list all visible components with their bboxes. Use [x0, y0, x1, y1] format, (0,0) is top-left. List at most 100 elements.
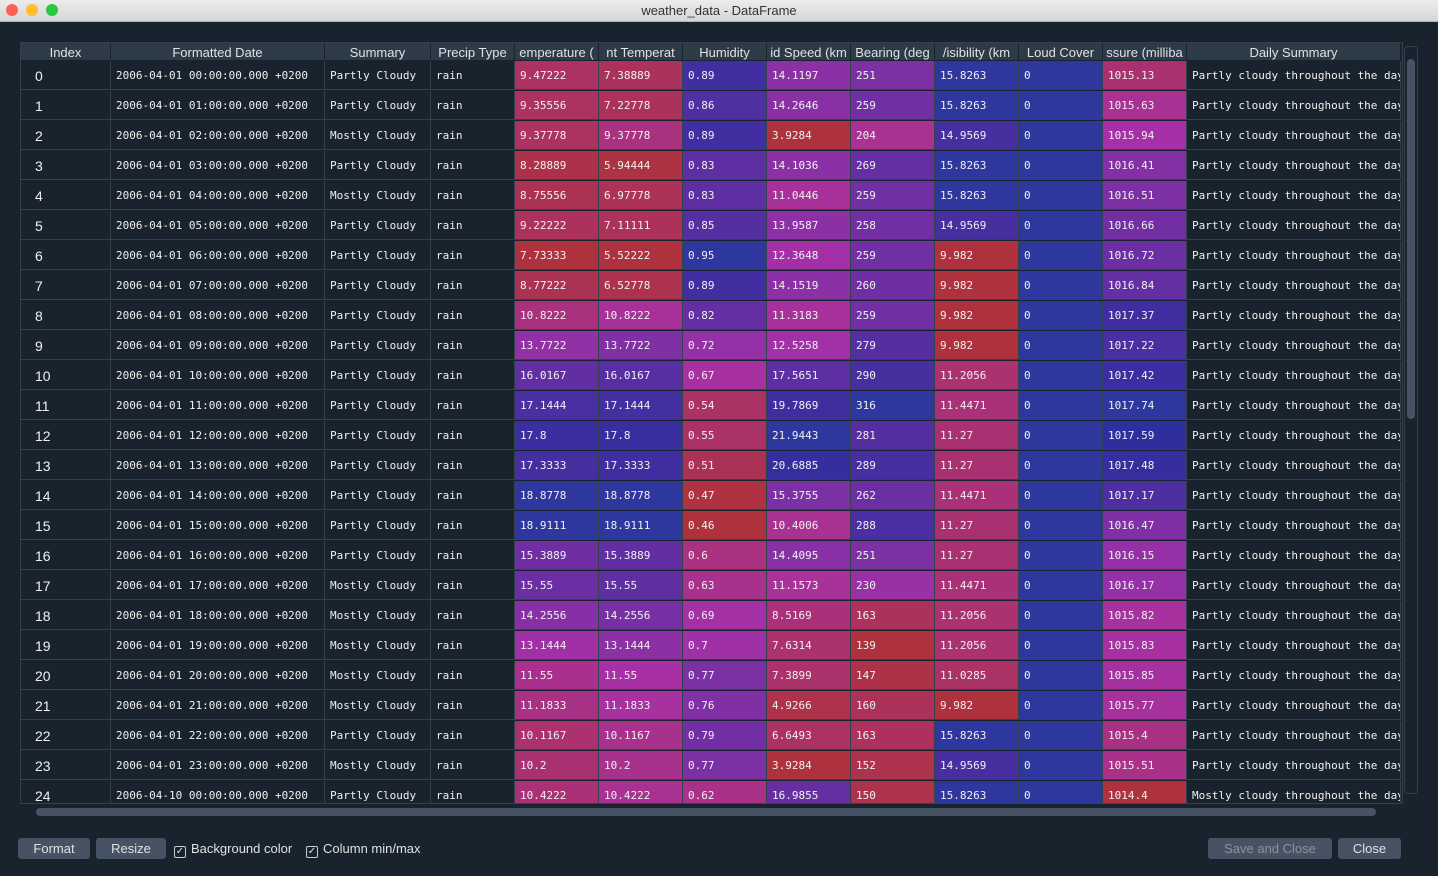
table-cell: 2006-04-01 09:00:00.000 +0200	[111, 331, 325, 360]
table-cell: rain	[431, 61, 515, 90]
table-cell: 2006-04-01 06:00:00.000 +0200	[111, 241, 325, 270]
table-cell: 0.85	[683, 211, 767, 240]
scroll-thumb[interactable]	[1407, 59, 1415, 419]
table-cell: 0	[1019, 661, 1103, 690]
table-cell: 0.63	[683, 571, 767, 600]
table-cell: 14.4095	[767, 541, 851, 570]
table-cell: 15.3889	[599, 541, 683, 570]
table-cell: 13.1444	[599, 631, 683, 660]
table-cell: 15.8263	[935, 181, 1019, 210]
table-cell: 2006-04-01 10:00:00.000 +0200	[111, 361, 325, 390]
table-cell: rain	[431, 751, 515, 780]
table-cell: 1017.48	[1103, 451, 1187, 480]
table-cell: 14.1197	[767, 61, 851, 90]
table-cell: rain	[431, 241, 515, 270]
row-index: 23	[21, 751, 111, 780]
table-cell: 15.55	[599, 571, 683, 600]
save-close-button[interactable]: Save and Close	[1208, 838, 1332, 859]
table-cell: Partly Cloudy	[325, 481, 431, 510]
column-header: Bearing (deg	[851, 43, 935, 60]
table-cell: 2006-04-01 11:00:00.000 +0200	[111, 391, 325, 420]
table-cell: Partly Cloudy	[325, 781, 431, 803]
table-cell: 9.982	[935, 301, 1019, 330]
close-dot[interactable]	[6, 4, 18, 16]
table-cell: 1015.83	[1103, 631, 1187, 660]
table-cell: 6.6493	[767, 721, 851, 750]
table-cell: 17.8	[599, 421, 683, 450]
table-cell: 0	[1019, 721, 1103, 750]
table-cell: 0	[1019, 421, 1103, 450]
close-button[interactable]: Close	[1338, 838, 1401, 859]
table-cell: rain	[431, 781, 515, 803]
column-header: Humidity	[683, 43, 767, 60]
column-minmax-checkbox[interactable]: ✓ Column min/max	[306, 838, 421, 859]
table-cell: rain	[431, 721, 515, 750]
table-cell: 0	[1019, 61, 1103, 90]
table-cell: 10.8222	[599, 301, 683, 330]
scroll-thumb[interactable]	[36, 808, 1376, 816]
table-cell: Partly cloudy throughout the day	[1187, 241, 1401, 270]
table-cell: rain	[431, 301, 515, 330]
table-cell: 0.62	[683, 781, 767, 803]
table-cell: Mostly Cloudy	[325, 661, 431, 690]
table-cell: Partly cloudy throughout the day	[1187, 721, 1401, 750]
table-cell: 1016.41	[1103, 151, 1187, 180]
checkbox[interactable]: ✓	[174, 846, 186, 858]
table-cell: 9.37778	[599, 121, 683, 150]
table-cell: Partly Cloudy	[325, 391, 431, 420]
table-cell: 2006-04-01 00:00:00.000 +0200	[111, 61, 325, 90]
format-button[interactable]: Format	[18, 838, 90, 859]
row-index: 14	[21, 481, 111, 510]
table-cell: 11.2056	[935, 631, 1019, 660]
background-color-checkbox[interactable]: ✓ Background color	[174, 838, 292, 859]
table-cell: 1016.72	[1103, 241, 1187, 270]
table-cell: 2006-04-01 02:00:00.000 +0200	[111, 121, 325, 150]
minimize-dot[interactable]	[26, 4, 38, 16]
checkbox-label: Column min/max	[323, 841, 421, 856]
table-cell: rain	[431, 571, 515, 600]
table-cell: 2006-04-01 03:00:00.000 +0200	[111, 151, 325, 180]
column-header: Daily Summary	[1187, 43, 1401, 60]
table-cell: 11.0446	[767, 181, 851, 210]
table-cell: Partly Cloudy	[325, 421, 431, 450]
column-header: Index	[21, 43, 111, 60]
zoom-dot[interactable]	[46, 4, 58, 16]
table-cell: 0.7	[683, 631, 767, 660]
table-cell: 1017.22	[1103, 331, 1187, 360]
table-cell: Mostly Cloudy	[325, 121, 431, 150]
table-cell: 20.6885	[767, 451, 851, 480]
table-cell: 1016.66	[1103, 211, 1187, 240]
table-cell: 9.982	[935, 271, 1019, 300]
row-index: 8	[21, 301, 111, 330]
table-cell: 2006-04-01 21:00:00.000 +0200	[111, 691, 325, 720]
table-cell: rain	[431, 91, 515, 120]
window-title: weather_data - DataFrame	[641, 3, 797, 18]
table-cell: Mostly Cloudy	[325, 751, 431, 780]
table-cell: 0.46	[683, 511, 767, 540]
table-cell: Partly cloudy throughout the day	[1187, 151, 1401, 180]
table-cell: 15.8263	[935, 151, 1019, 180]
table-cell: 0	[1019, 91, 1103, 120]
table-cell: 2006-04-01 05:00:00.000 +0200	[111, 211, 325, 240]
horizontal-scrollbar[interactable]	[22, 806, 1398, 818]
table-cell: 2006-04-01 18:00:00.000 +0200	[111, 601, 325, 630]
table-cell: 10.2	[599, 751, 683, 780]
table-cell: 0.54	[683, 391, 767, 420]
table-cell: 152	[851, 751, 935, 780]
table-cell: Partly Cloudy	[325, 151, 431, 180]
column-header: emperature (	[515, 43, 599, 60]
table-cell: Partly cloudy throughout the day	[1187, 271, 1401, 300]
table-cell: Partly cloudy throughout the day	[1187, 571, 1401, 600]
table-cell: 0	[1019, 391, 1103, 420]
table-cell: 3.9284	[767, 121, 851, 150]
vertical-scrollbar[interactable]	[1404, 46, 1418, 794]
row-index: 7	[21, 271, 111, 300]
table-cell: Partly Cloudy	[325, 541, 431, 570]
checkbox[interactable]: ✓	[306, 846, 318, 858]
resize-button[interactable]: Resize	[96, 838, 166, 859]
table-cell: 17.1444	[599, 391, 683, 420]
table-cell: 11.4471	[935, 481, 1019, 510]
table-cell: rain	[431, 211, 515, 240]
table-cell: Partly Cloudy	[325, 211, 431, 240]
table-cell: 2006-04-01 19:00:00.000 +0200	[111, 631, 325, 660]
